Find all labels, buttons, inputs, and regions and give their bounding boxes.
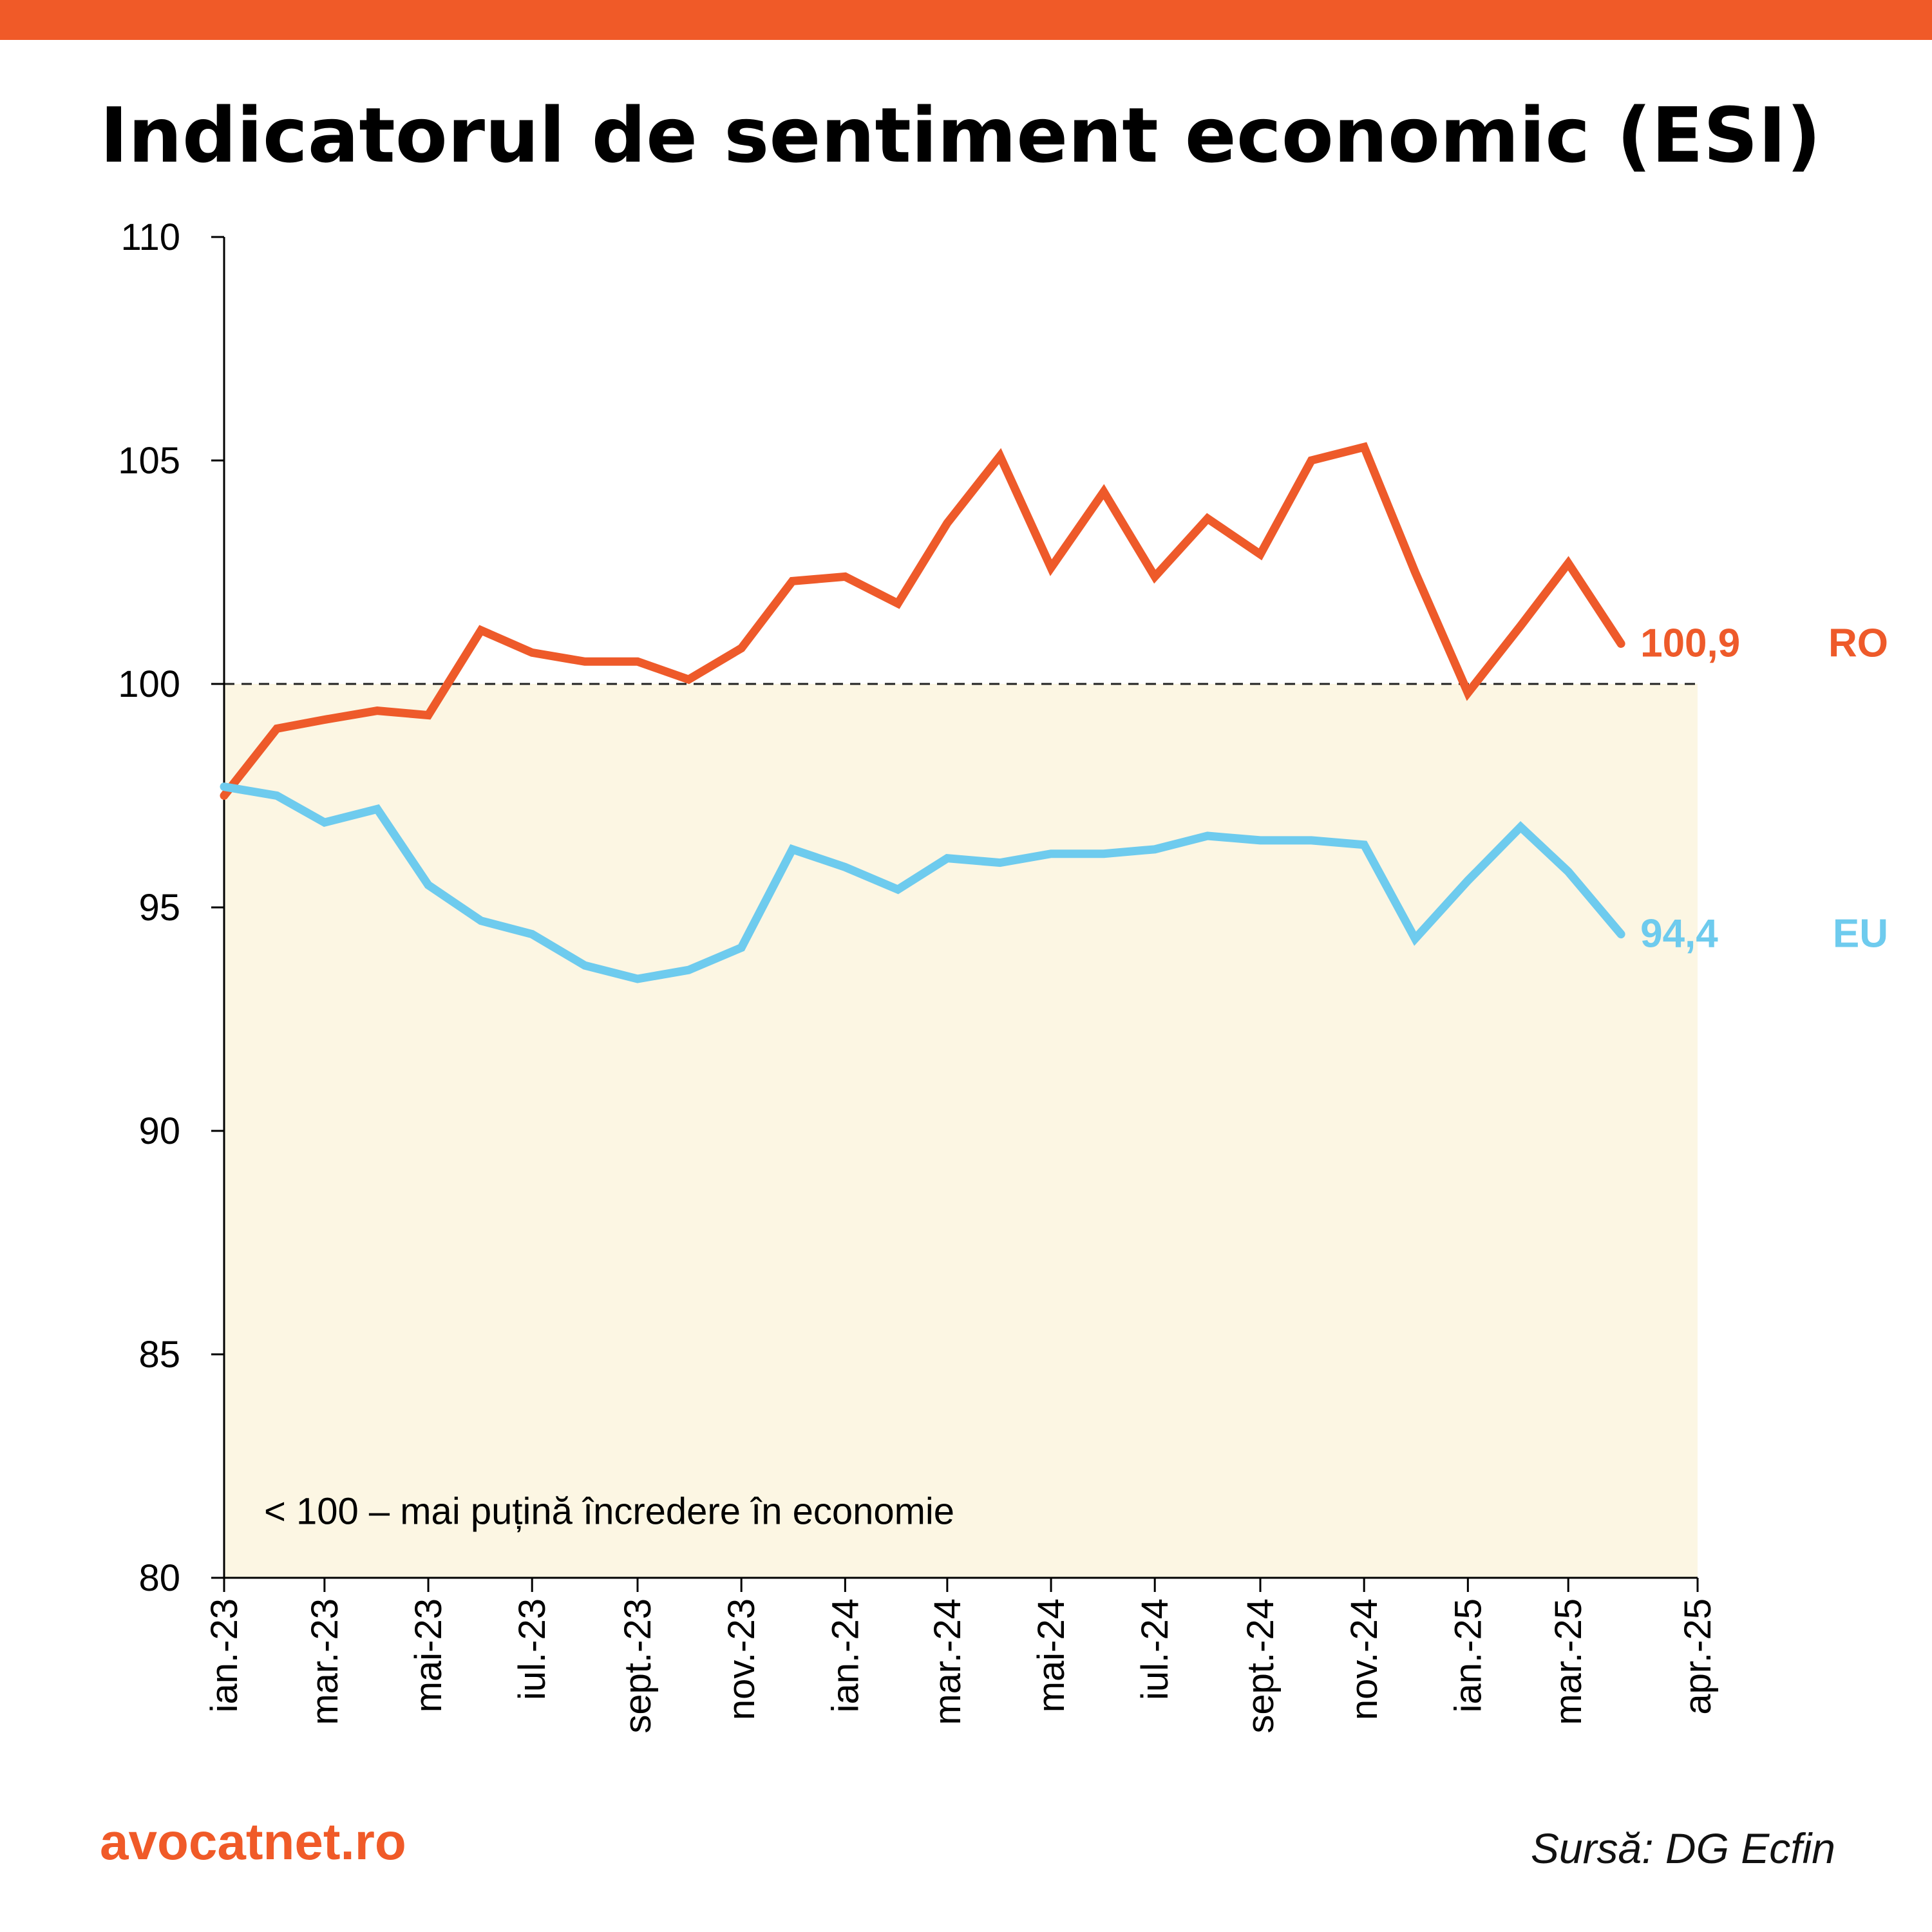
x-tick-label: mai-24 [1030, 1598, 1072, 1712]
x-tick-label: ian.-23 [204, 1598, 245, 1712]
chart-title: Indicatorul de sentiment economic (ESI) [100, 91, 1821, 180]
zone-annotation: < 100 – mai puțină încredere în economie [264, 1491, 954, 1533]
x-tick-label: mar.-25 [1548, 1598, 1589, 1725]
x-tick-label: apr.-25 [1677, 1598, 1719, 1715]
series-name-label-ro: RO [1828, 621, 1888, 666]
x-tick-label: iul.-24 [1134, 1598, 1176, 1700]
y-tick-label: 105 [118, 440, 180, 482]
series-name-label-eu: EU [1833, 912, 1888, 956]
x-tick-label: mai-23 [408, 1598, 450, 1712]
top-accent-bar [0, 0, 1932, 40]
y-tick-label: 95 [138, 887, 180, 929]
x-tick-label: ian.-25 [1447, 1598, 1489, 1712]
x-tick-label: nov.-24 [1343, 1598, 1385, 1720]
x-tick-label: mar.-24 [927, 1598, 969, 1725]
x-tick-label: iul.-23 [511, 1598, 553, 1700]
below-100-zone [224, 684, 1698, 1578]
y-tick-label: 85 [138, 1334, 180, 1376]
y-tick-label: 100 [118, 663, 180, 705]
brand-logo-text[interactable]: avocatnet.ro [100, 1813, 406, 1870]
end-value-label-ro: 100,9 [1640, 621, 1740, 666]
y-tick-label: 80 [138, 1557, 180, 1599]
x-tick-label: sept.-23 [617, 1598, 659, 1734]
series-line-eu [220, 782, 1625, 983]
x-tick-label: mar.-23 [304, 1598, 346, 1725]
x-tick-label: nov.-23 [721, 1598, 762, 1720]
end-value-label-eu: 94,4 [1640, 912, 1718, 956]
x-tick-label: ian.-24 [824, 1598, 866, 1712]
source-note: Sursă: DG Ecfin [1530, 1824, 1835, 1872]
y-tick-label: 110 [121, 216, 180, 258]
x-tick-label: sept.-24 [1240, 1598, 1282, 1734]
y-tick-label: 90 [138, 1110, 180, 1152]
series-line-ro [220, 442, 1625, 800]
